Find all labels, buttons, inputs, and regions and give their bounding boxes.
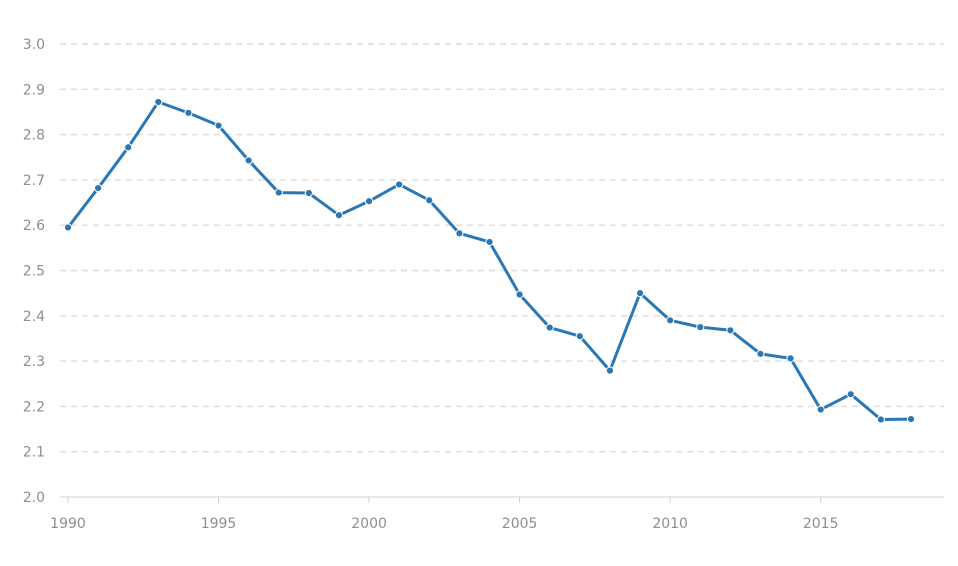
data-points xyxy=(63,97,916,424)
data-point[interactable] xyxy=(63,223,73,232)
data-point[interactable] xyxy=(906,414,916,424)
data-point[interactable] xyxy=(545,323,554,332)
y-tick-label: 2.1 xyxy=(23,445,45,461)
series xyxy=(66,100,913,422)
x-tick-label: 2005 xyxy=(502,516,538,532)
y-tick-label: 2.8 xyxy=(23,128,45,144)
data-point[interactable] xyxy=(94,183,103,193)
data-point[interactable] xyxy=(364,197,374,206)
y-tick-label: 2.6 xyxy=(23,218,45,234)
data-point[interactable] xyxy=(666,316,675,325)
y-tick-label: 2.5 xyxy=(23,264,45,280)
y-tick-label: 2.9 xyxy=(23,82,45,98)
data-point[interactable] xyxy=(575,332,584,341)
data-point[interactable] xyxy=(334,211,344,220)
y-tick-label: 3.0 xyxy=(23,37,45,53)
x-axis-tick-labels: 1990 1995 2000 2005 2010 2015 xyxy=(50,516,838,532)
data-point[interactable] xyxy=(816,405,825,414)
data-point[interactable] xyxy=(485,237,494,247)
x-tick-label: 2015 xyxy=(803,516,839,532)
data-point[interactable] xyxy=(846,390,855,399)
data-point[interactable] xyxy=(274,188,283,197)
data-point[interactable] xyxy=(515,290,524,299)
data-point[interactable] xyxy=(635,289,645,298)
x-axis xyxy=(60,496,944,503)
data-point[interactable] xyxy=(304,188,313,198)
data-point[interactable] xyxy=(605,366,615,375)
y-tick-label: 2.4 xyxy=(23,309,45,325)
data-point[interactable] xyxy=(455,229,464,238)
data-point[interactable] xyxy=(244,156,253,165)
x-tick-label: 1990 xyxy=(50,516,86,532)
y-tick-label: 2.0 xyxy=(23,490,45,506)
x-tick-label: 1995 xyxy=(201,516,237,532)
y-tick-label: 2.3 xyxy=(23,354,45,370)
data-point[interactable] xyxy=(184,108,193,117)
y-axis-tick-labels: 2.0 2.1 2.2 2.3 2.4 2.5 2.6 2.7 2.8 2.9 3.0 xyxy=(23,37,45,506)
data-point[interactable] xyxy=(726,326,735,335)
x-tick-label: 2010 xyxy=(652,516,688,532)
data-point[interactable] xyxy=(395,180,404,189)
data-point[interactable] xyxy=(425,196,434,205)
series-line xyxy=(66,100,913,422)
data-point[interactable] xyxy=(124,143,133,152)
data-point[interactable] xyxy=(756,349,765,358)
y-tick-label: 2.2 xyxy=(23,399,45,415)
data-point[interactable] xyxy=(696,323,705,332)
data-point[interactable] xyxy=(786,354,795,363)
gridlines xyxy=(60,43,944,453)
y-tick-label: 2.7 xyxy=(23,173,45,189)
data-point[interactable] xyxy=(214,121,223,130)
data-point[interactable] xyxy=(154,97,163,107)
data-point[interactable] xyxy=(876,415,885,424)
x-tick-label: 2000 xyxy=(351,516,387,532)
